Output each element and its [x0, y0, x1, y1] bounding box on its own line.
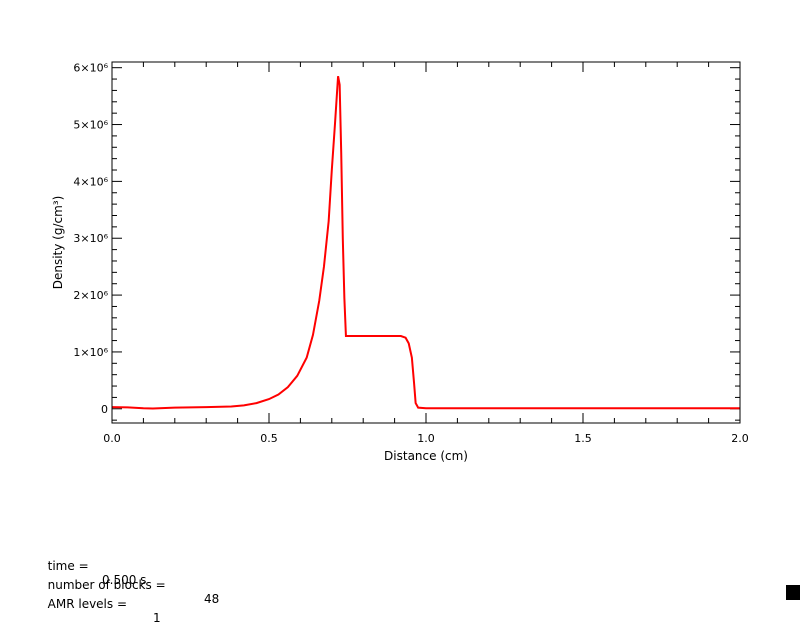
corner-marker: [786, 585, 800, 600]
time-readout: time = 0.500 s: [40, 545, 147, 587]
y-tick-label: 2×10⁶: [73, 289, 108, 302]
y-tick-label: 1×10⁶: [73, 346, 108, 359]
density-plot: 0.0 0.5 1.0 1.5 2.0 0 1×10⁶ 2×10⁶ 3×10⁶ 4×10⁶ 5×10…: [51, 61, 749, 463]
x-tick-label: 0.5: [260, 432, 278, 445]
density-series-line: [111, 76, 740, 410]
blocks-value: 48: [204, 592, 220, 606]
x-tick-label: 1.0: [417, 432, 435, 445]
ticks-layer: [111, 62, 741, 423]
x-axis-title: Distance (cm): [384, 449, 468, 463]
amr-levels-value: 1: [153, 611, 161, 625]
amr-levels-label: AMR levels =: [47, 597, 128, 611]
y-tick-label: 5×10⁶: [73, 119, 108, 132]
y-tick-label: 4×10⁶: [73, 175, 108, 188]
blocks-label: number of blocks =: [47, 578, 166, 592]
amr-levels-readout: AMR levels = 1: [40, 583, 161, 625]
plot-frame: [111, 61, 741, 424]
time-label: time =: [47, 559, 89, 573]
x-tick-label: 0.0: [103, 432, 121, 445]
y-tick-label: 3×10⁶: [73, 232, 108, 245]
y-tick-label: 6×10⁶: [73, 62, 108, 75]
y-axis-title: Density (g/cm³): [51, 196, 65, 290]
time-value: 0.500 s: [102, 573, 147, 587]
x-tick-label: 1.5: [574, 432, 592, 445]
y-tick-label: 0: [101, 403, 108, 416]
tick-labels-layer: 0.0 0.5 1.0 1.5 2.0 0 1×10⁶ 2×10⁶ 3×10⁶ 4×10⁶ 5×10…: [73, 62, 748, 445]
x-tick-label: 2.0: [731, 432, 749, 445]
